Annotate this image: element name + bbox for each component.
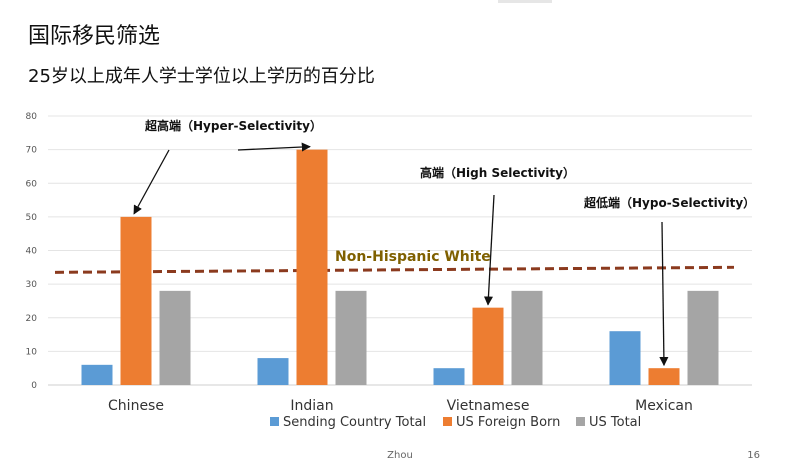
annotations: 超高端（Hyper-Selectivity） 高端（High Selectivit… [133,118,755,367]
y-tick-label: 40 [26,247,38,257]
bars [81,149,719,385]
x-tick-label: Chinese [108,398,164,414]
reference-line-label: Non-Hispanic White [335,249,491,265]
annotation-arrow [659,221,669,367]
bar [433,368,465,385]
top-bar [498,0,552,3]
legend-swatch [576,417,585,426]
annotation-label: 超高端（Hyper-Selectivity） [144,118,322,133]
y-tick-label: 20 [26,314,38,324]
footer-author: Zhou [387,450,413,461]
bar [609,331,641,385]
annotation-arrow [133,149,170,215]
reference-line-group: Non-Hispanic White [54,249,735,274]
y-tick-label: 0 [31,381,37,391]
legend-swatch [443,417,452,426]
y-tick-label: 30 [26,280,38,290]
bar [159,290,191,385]
bar [648,368,680,385]
bar [511,290,543,385]
legend-label: Sending Country Total [283,415,426,430]
annotation-label: 高端（High Selectivity） [420,165,575,180]
bar [335,290,367,385]
annotation-arrow [237,142,311,152]
x-tick-label: Indian [290,398,333,414]
annotation-label: 超低端（Hypo-Selectivity） [583,195,755,210]
bar [120,216,152,385]
slide-subtitle: 25岁以上成年人学士学位以上学历的百分比 [28,66,375,87]
y-tick-label: 10 [26,347,38,357]
page-number: 16 [747,450,760,461]
x-tick-label: Vietnamese [447,398,530,414]
legend-swatch [270,417,279,426]
bar [687,290,719,385]
legend-label: US Foreign Born [456,415,560,430]
bar [81,364,113,385]
y-tick-label: 60 [26,179,38,189]
bar [472,307,504,385]
bar [257,358,289,385]
bar [296,149,328,385]
legend: Sending Country Total US Foreign Born US T… [270,415,641,430]
x-tick-label: Mexican [635,398,693,414]
reference-line [54,265,735,274]
axis-labels: 0 10 20 30 40 50 60 70 80 Chinese Indian Vietnamese… [26,112,693,414]
y-tick-label: 80 [26,112,38,122]
y-tick-label: 50 [26,213,38,223]
legend-label: US Total [589,415,641,430]
y-tick-label: 70 [26,146,38,156]
annotation-arrow [483,194,495,306]
slide-title: 国际移民筛选 [28,24,161,49]
